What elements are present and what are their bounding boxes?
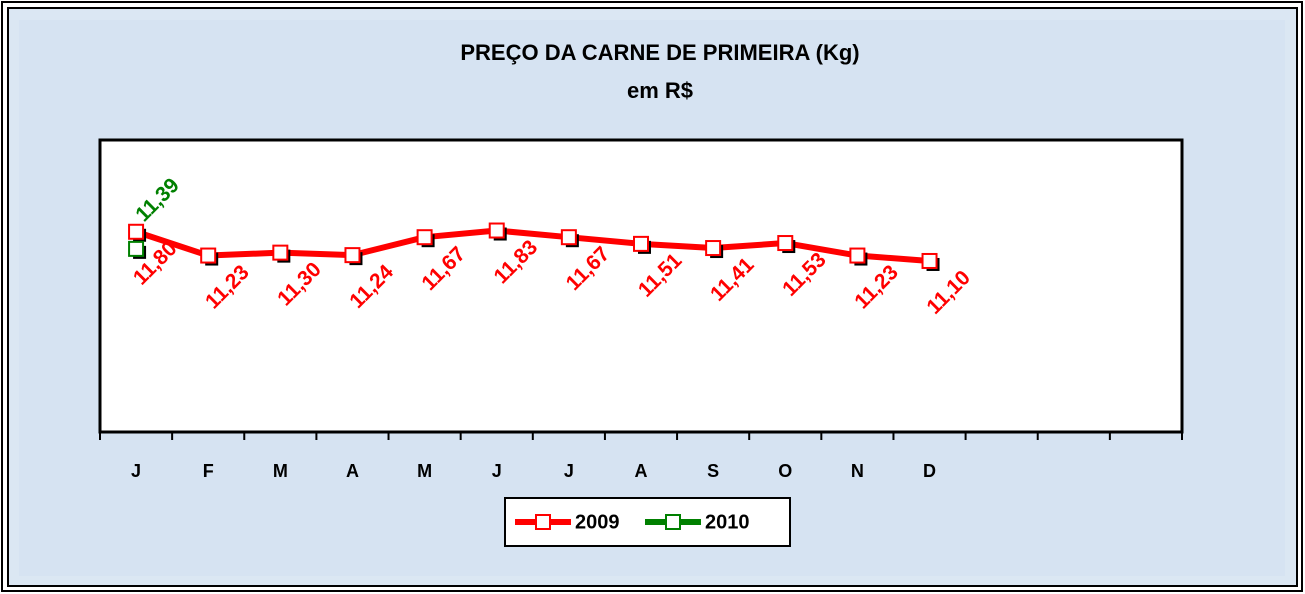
x-tick-label: S [707,461,719,481]
marker [200,247,217,264]
marker [560,229,577,246]
legend-marker [665,514,681,530]
x-tick-label: N [851,461,864,481]
legend-marker [535,514,551,530]
x-tick-label: D [923,461,936,481]
marker [488,222,505,239]
legend-label: 2010 [705,511,750,533]
x-tick-label: J [492,461,502,481]
marker [921,252,938,269]
marker [344,247,361,264]
marker [128,223,145,240]
plot-area [98,138,1184,434]
x-tick-label: M [417,461,432,481]
chart-title: PREÇO DA CARNE DE PRIMEIRA (Kg) [460,40,859,65]
x-tick-label: J [131,461,141,481]
x-tick-label: F [203,461,214,481]
x-tick-label: A [346,461,359,481]
marker [272,244,289,261]
marker [633,235,649,252]
legend-label: 2009 [575,511,620,533]
x-tick-label: J [564,461,574,481]
x-tick-label: M [273,461,288,481]
marker [128,240,145,257]
marker [416,229,433,246]
marker [705,240,722,257]
chart-subtitle: em R$ [627,78,693,103]
marker [849,247,866,264]
x-tick-label: O [778,461,792,481]
series-line [135,227,930,264]
x-tick-label: A [635,461,648,481]
marker [777,235,794,252]
